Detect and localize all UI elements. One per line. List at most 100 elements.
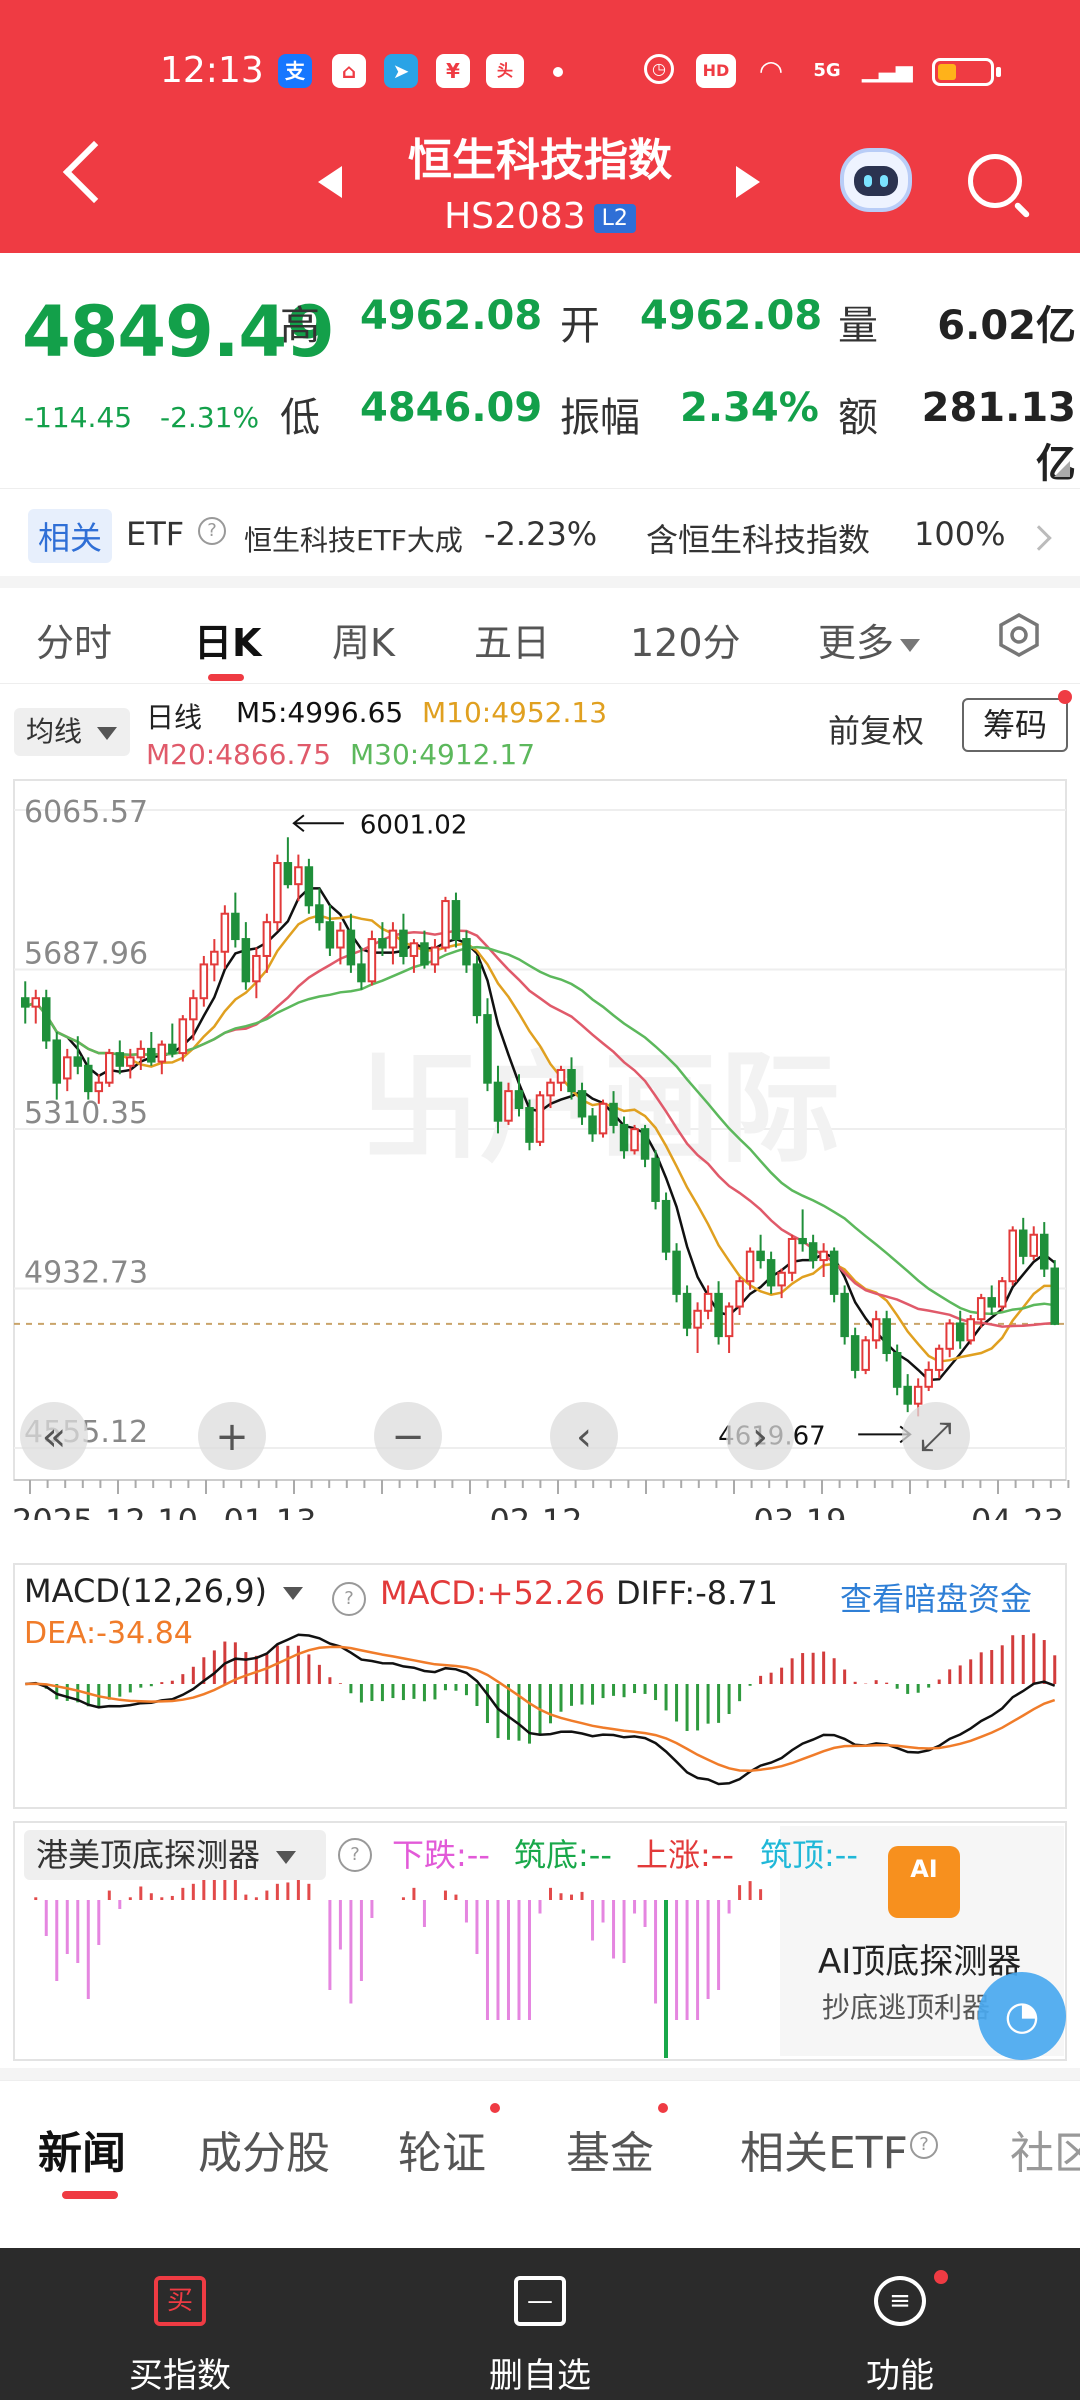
candle bbox=[73, 1036, 83, 1075]
tab-news[interactable]: 新闻 bbox=[38, 2128, 126, 2179]
detector-selector[interactable]: 港美顶底探测器 bbox=[24, 1830, 326, 1880]
x-tick-label: 02-12 bbox=[490, 1502, 583, 1520]
candle bbox=[703, 1285, 713, 1320]
candle bbox=[483, 998, 492, 1092]
settings-hex-icon[interactable] bbox=[996, 612, 1042, 658]
candle bbox=[346, 913, 356, 973]
next-index-icon[interactable] bbox=[736, 166, 760, 198]
candle bbox=[42, 989, 51, 1049]
battery-icon bbox=[932, 58, 1001, 86]
candle bbox=[231, 892, 240, 948]
candle bbox=[609, 1091, 618, 1134]
related-tag: 相关 bbox=[28, 509, 113, 563]
ma-selector[interactable]: 均线 bbox=[14, 708, 130, 756]
functions-button[interactable]: ≡ 功能 bbox=[720, 2248, 1080, 2400]
candle bbox=[987, 1285, 996, 1315]
candle bbox=[136, 1040, 146, 1071]
candle bbox=[189, 989, 198, 1041]
tab-daily-k[interactable]: 日K bbox=[194, 621, 262, 665]
expand-corner-icon[interactable] bbox=[1054, 461, 1070, 477]
lightbulb-icon[interactable]: ◔ bbox=[978, 1972, 1066, 2060]
candle bbox=[126, 1048, 135, 1079]
macd-value: MACD:+52.26 bbox=[380, 1574, 606, 1612]
prev-index-icon[interactable] bbox=[318, 166, 342, 198]
ma-selector-label: 均线 bbox=[26, 715, 83, 748]
macd-help-icon[interactable]: ? bbox=[332, 1582, 366, 1616]
functions-label: 功能 bbox=[866, 2356, 934, 2396]
search-icon[interactable] bbox=[968, 154, 1022, 208]
chips-button[interactable]: 筹码 bbox=[962, 698, 1068, 752]
robot-assistant-icon[interactable] bbox=[840, 148, 912, 212]
tab-more[interactable]: 更多 bbox=[818, 612, 921, 667]
candle bbox=[840, 1285, 849, 1345]
tab-constituents[interactable]: 成分股 bbox=[198, 2128, 330, 2179]
buy-index-button[interactable]: 买 买指数 bbox=[0, 2248, 360, 2400]
active-tab-indicator bbox=[208, 674, 244, 681]
ai-detector-subtitle: 抄底逃顶利器 bbox=[822, 1991, 991, 2024]
tab-weekly-k[interactable]: 周K bbox=[332, 621, 395, 665]
ai-detector-title[interactable]: AI顶底探测器 bbox=[818, 1942, 1022, 1982]
alarm-icon: ◷ bbox=[644, 54, 674, 84]
macd-selector[interactable]: MACD(12,26,9) bbox=[24, 1572, 304, 1610]
svg-text:‹: ‹ bbox=[576, 1414, 592, 1460]
funds-red-dot bbox=[658, 2103, 668, 2113]
tab-intraday[interactable]: 分时 bbox=[36, 621, 113, 665]
ai-detector-icon[interactable]: AI bbox=[888, 1846, 960, 1918]
related-etf-row[interactable]: 相关 ETF ? 恒生科技ETF大成 -2.23% 含恒生科技指数 100% bbox=[0, 488, 1080, 576]
dea-line bbox=[25, 1645, 1056, 1772]
adjust-label[interactable]: 前复权 bbox=[828, 712, 925, 750]
alipay-icon: 支 bbox=[278, 54, 312, 88]
candle bbox=[756, 1234, 765, 1269]
pan-left-icon[interactable]: ‹ bbox=[550, 1402, 618, 1470]
level-badge: L2 bbox=[593, 203, 636, 233]
dark-pool-link[interactable]: 查看暗盘资金 bbox=[840, 1580, 1033, 1618]
candle bbox=[157, 1040, 167, 1075]
remove-watchlist-button[interactable]: — 删自选 bbox=[360, 2248, 720, 2400]
kline-chart[interactable]: 卐户画际 6065.575687.965310.354932.734555.12… bbox=[0, 760, 1080, 1520]
candle bbox=[745, 1247, 755, 1290]
tab-warrants[interactable]: 轮证 bbox=[398, 2128, 486, 2179]
ma-line-m30 bbox=[24, 945, 1055, 1316]
menu-circle-icon: ≡ bbox=[874, 2276, 926, 2326]
period-tabs: 分时 日K 周K 五日 120分 更多 bbox=[0, 592, 1080, 684]
status-bar: 12:13 支 ⌂ ➤ ¥ 头 ◷ HD ◠ 5G ▁▃▅ bbox=[0, 48, 1080, 92]
candle bbox=[20, 981, 30, 1024]
tab-120min[interactable]: 120分 bbox=[630, 621, 741, 665]
zoom-in-icon[interactable]: + bbox=[198, 1402, 266, 1470]
candle bbox=[598, 1099, 608, 1138]
ma-line-m10 bbox=[24, 914, 1055, 1363]
candle bbox=[934, 1344, 944, 1379]
tab-five-day[interactable]: 五日 bbox=[474, 621, 551, 665]
help-icon[interactable]: ? bbox=[198, 517, 226, 545]
amplitude-value: 2.34% bbox=[680, 385, 819, 431]
tab-funds[interactable]: 基金 bbox=[566, 2128, 654, 2179]
candle bbox=[619, 1116, 629, 1159]
candle bbox=[672, 1243, 681, 1303]
candle bbox=[661, 1192, 671, 1261]
fullscreen-icon[interactable]: ⤢ bbox=[902, 1402, 970, 1470]
candle bbox=[147, 1031, 156, 1066]
pan-right-icon[interactable]: › bbox=[726, 1402, 794, 1470]
candle bbox=[945, 1319, 954, 1358]
rewind-icon[interactable]: « bbox=[20, 1402, 88, 1470]
fall-value: 下跌:-- bbox=[392, 1836, 490, 1874]
detector-help-icon[interactable]: ? bbox=[338, 1838, 372, 1872]
zoom-out-icon[interactable]: − bbox=[374, 1402, 442, 1470]
candle bbox=[462, 930, 471, 973]
candle bbox=[955, 1310, 965, 1349]
dropdown-icon bbox=[283, 1586, 304, 1600]
buy-icon: 买 bbox=[154, 2276, 206, 2326]
signal-icon: ▁▃▅ bbox=[862, 58, 913, 83]
app-icon: ⌂ bbox=[332, 54, 366, 88]
candle bbox=[294, 854, 303, 902]
candle bbox=[399, 913, 408, 965]
related-etf-help-icon[interactable]: ? bbox=[910, 2131, 938, 2159]
candle bbox=[504, 1082, 513, 1125]
candle bbox=[651, 1150, 660, 1210]
minus-square-icon: — bbox=[514, 2276, 566, 2326]
tab-community[interactable]: 社区 bbox=[1010, 2128, 1080, 2179]
top-value: 筑顶:-- bbox=[760, 1836, 858, 1874]
candle bbox=[630, 1124, 639, 1155]
macd-chart[interactable] bbox=[0, 1560, 1080, 1812]
tab-related-etf[interactable]: 相关ETF bbox=[740, 2117, 908, 2181]
